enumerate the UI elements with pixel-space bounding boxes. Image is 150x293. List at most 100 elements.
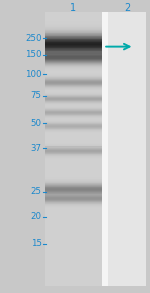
Bar (45, 26, 102, 27)
Bar (45, 187, 102, 188)
Bar (45, 181, 102, 182)
Bar (45, 201, 102, 202)
Bar (45, 72, 102, 73)
Bar (45, 142, 102, 143)
Bar (45, 59, 102, 60)
Bar (45, 35, 102, 36)
Bar (45, 52, 102, 53)
Bar (45, 56, 102, 57)
Bar (45, 159, 102, 160)
Bar (45, 47, 102, 48)
Text: 50: 50 (31, 119, 42, 128)
Bar (45, 40, 102, 41)
Text: 15: 15 (31, 239, 42, 248)
Bar (45, 188, 102, 189)
Bar (45, 205, 102, 206)
Bar (45, 57, 102, 58)
Text: 20: 20 (31, 212, 42, 221)
Bar (45, 76, 102, 77)
Bar (45, 156, 102, 157)
Bar (45, 66, 102, 67)
Bar (45, 196, 102, 197)
Bar (45, 50, 102, 51)
Bar (45, 180, 102, 181)
Bar (45, 203, 102, 204)
Bar (45, 51, 102, 52)
Bar (45, 149, 102, 150)
Bar (45, 198, 102, 199)
Bar (45, 62, 102, 63)
Bar (45, 56, 102, 57)
Text: 1: 1 (70, 3, 77, 13)
Bar (45, 64, 102, 65)
Bar (45, 22, 102, 23)
Bar (45, 32, 102, 33)
Bar (45, 150, 102, 151)
Bar (45, 178, 102, 179)
Bar (45, 79, 102, 80)
Bar (45, 21, 102, 22)
Bar (45, 48, 102, 49)
Bar (108, 12, 146, 287)
Bar (45, 54, 102, 55)
Bar (45, 200, 102, 201)
Bar (45, 196, 102, 197)
Bar (45, 190, 102, 191)
Bar (45, 183, 102, 184)
Bar (45, 200, 102, 201)
Text: 37: 37 (31, 144, 42, 153)
Bar (45, 51, 102, 52)
Bar (45, 185, 102, 186)
Bar (45, 49, 102, 50)
Bar (45, 153, 102, 154)
Bar (45, 24, 102, 25)
Bar (45, 45, 102, 46)
Bar (45, 38, 102, 39)
Bar (45, 29, 102, 30)
Bar (45, 189, 102, 190)
Bar (45, 43, 102, 44)
Bar (45, 61, 102, 62)
Bar (45, 189, 102, 190)
Bar (45, 44, 102, 45)
Bar (45, 63, 102, 64)
Bar (45, 53, 102, 54)
Bar (45, 80, 102, 81)
Bar (45, 197, 102, 198)
Bar (45, 45, 102, 46)
Bar (45, 89, 102, 90)
Bar (45, 184, 102, 185)
Bar (45, 37, 102, 38)
Bar (45, 62, 102, 63)
Bar (45, 46, 102, 47)
Bar (45, 201, 102, 202)
Bar (45, 177, 102, 178)
Bar (45, 39, 102, 40)
Bar (45, 208, 102, 209)
Bar (45, 202, 102, 203)
Bar (45, 58, 102, 59)
Bar (45, 31, 102, 32)
Bar (45, 74, 102, 75)
Bar (45, 143, 102, 144)
Bar (45, 60, 102, 61)
Bar (45, 53, 102, 54)
Bar (45, 30, 102, 31)
Bar (45, 204, 102, 205)
Bar (45, 198, 102, 199)
Bar (45, 61, 102, 62)
Bar (45, 195, 102, 196)
Bar (45, 147, 102, 148)
Bar (45, 67, 102, 68)
Bar (45, 44, 102, 45)
Bar (45, 68, 102, 69)
Bar (45, 87, 102, 88)
Bar (45, 155, 102, 156)
Bar (45, 195, 102, 196)
Bar (45, 191, 102, 192)
Bar (45, 90, 102, 91)
Bar (45, 146, 102, 147)
Bar (45, 152, 102, 153)
Text: 250: 250 (25, 34, 42, 43)
Bar (45, 47, 102, 48)
